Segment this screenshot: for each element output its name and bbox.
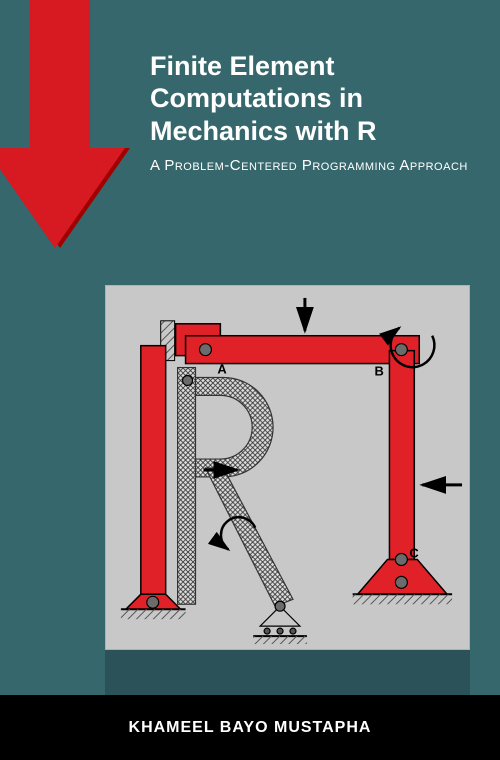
- left-column: [141, 346, 166, 610]
- pin-r-top: [183, 376, 193, 386]
- structural-diagram: A B C: [105, 285, 470, 650]
- author-bar: KHAMEEL BAYO MUSTAPHA: [0, 695, 500, 760]
- frame-svg: A B C: [106, 286, 469, 649]
- label-a: A: [217, 362, 226, 377]
- book-title: Finite Element Computations in Mechanics…: [150, 50, 470, 147]
- left-ground: [121, 609, 186, 619]
- author-name: KHAMEEL BAYO MUSTAPHA: [129, 719, 372, 737]
- bottom-shade: [105, 650, 470, 695]
- r-stem: [178, 368, 196, 605]
- cover-arrow-stem: [30, 0, 90, 150]
- pin-right-base: [395, 576, 407, 588]
- red-frame: [126, 324, 447, 609]
- pin-c: [395, 554, 407, 566]
- cover-arrow-head: [0, 148, 130, 248]
- label-c: C: [409, 546, 418, 561]
- label-b: B: [375, 364, 384, 379]
- title-block: Finite Element Computations in Mechanics…: [150, 50, 470, 174]
- pin-a: [199, 344, 211, 356]
- roller-support: [253, 606, 307, 644]
- pin-left-base: [147, 596, 159, 608]
- secondary-r-member: [178, 368, 293, 607]
- top-beam: [186, 336, 420, 364]
- r-leg: [205, 468, 293, 606]
- pin-r-roller: [275, 601, 285, 611]
- pin-b: [395, 344, 407, 356]
- book-subtitle: A Problem-Centered Programming Approach: [150, 157, 470, 174]
- r-bowl: [196, 377, 274, 476]
- right-column: [389, 351, 414, 560]
- right-ground: [353, 594, 452, 604]
